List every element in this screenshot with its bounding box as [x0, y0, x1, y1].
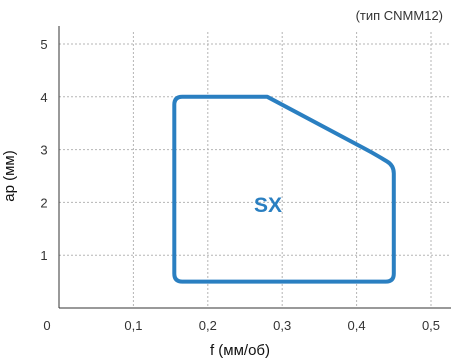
x-tick-label: 0,1: [124, 318, 142, 333]
x-tick-label: 0,4: [348, 318, 366, 333]
y-tick-label: 2: [40, 195, 47, 210]
grid: [59, 32, 451, 308]
region-outline: [172, 94, 396, 284]
x-tick-label: 0,2: [199, 318, 217, 333]
tick-labels: 0 0,1 0,2 0,3 0,4 0,5 1 2 3 4 5: [40, 37, 440, 333]
region-label: SX: [254, 194, 282, 217]
y-axis-title: ap (мм): [1, 150, 18, 201]
x-tick-label: 0: [43, 318, 50, 333]
y-tick-label: 4: [40, 90, 47, 105]
y-tick-label: 1: [40, 248, 47, 263]
chart-note: (тип CNMM12): [356, 8, 443, 23]
y-tick-label: 3: [40, 143, 47, 158]
axes: [58, 26, 451, 309]
x-tick-label: 0,5: [422, 318, 440, 333]
y-tick-label: 5: [40, 37, 47, 52]
operating-region: SX: [172, 94, 396, 284]
x-tick-label: 0,3: [273, 318, 291, 333]
x-axis-title: f (мм/об): [210, 342, 270, 359]
